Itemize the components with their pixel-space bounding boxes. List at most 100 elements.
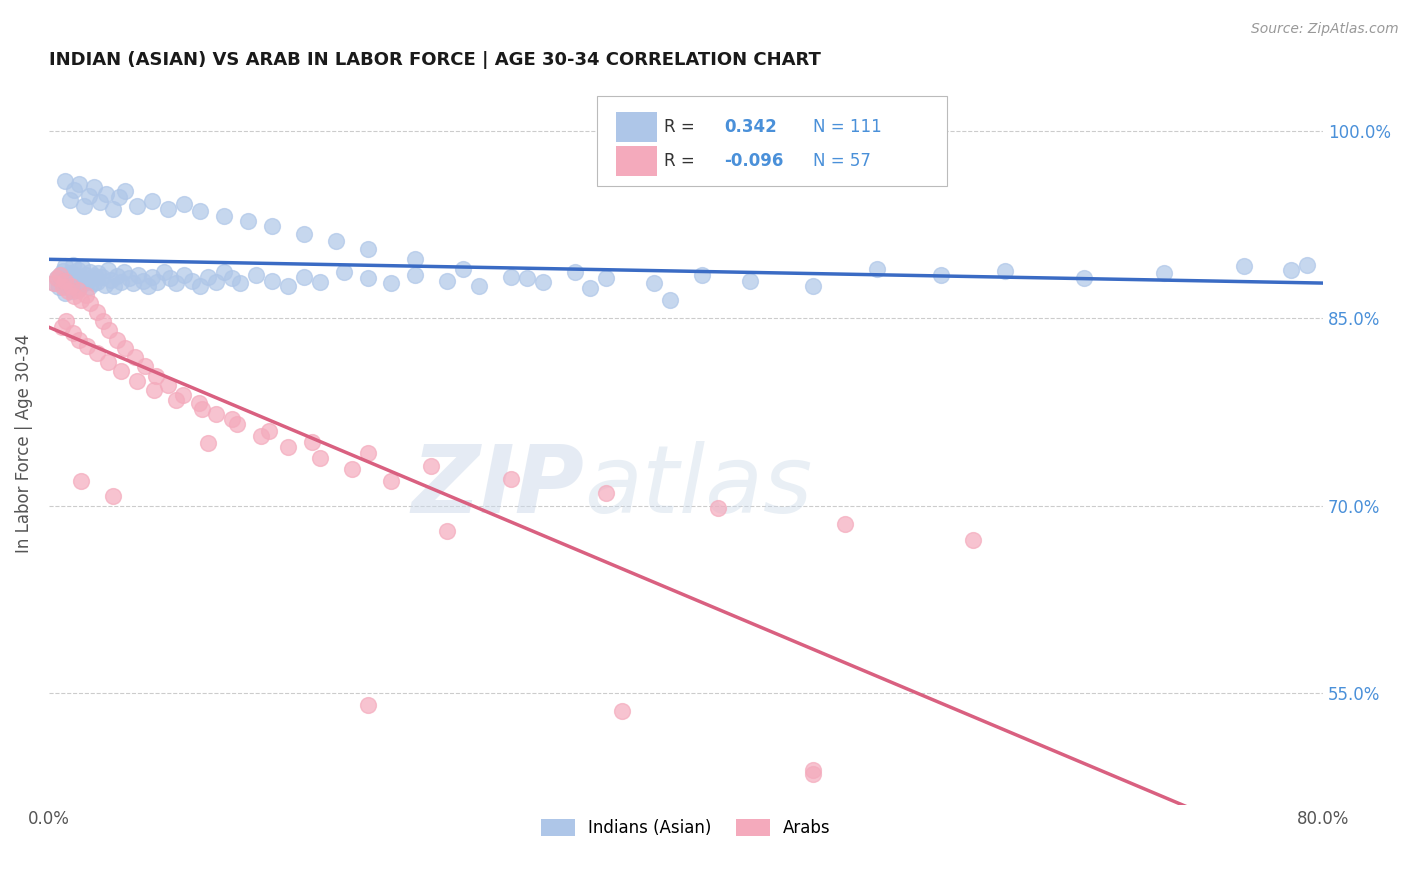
- Point: [42, 277, 65, 291]
- Text: Source: ZipAtlas.com: Source: ZipAtlas.com: [1251, 22, 1399, 37]
- Point: [60, 279, 83, 293]
- Point: [277, 440, 299, 454]
- Point: [212, 265, 235, 279]
- Text: N = 57: N = 57: [814, 152, 872, 170]
- Point: [356, 446, 378, 460]
- Point: [356, 242, 378, 256]
- Point: [301, 434, 323, 449]
- Point: [188, 204, 211, 219]
- Point: [98, 323, 121, 337]
- Text: -0.096: -0.096: [724, 152, 783, 170]
- Point: [77, 189, 100, 203]
- Point: [132, 274, 155, 288]
- Point: [1073, 271, 1095, 285]
- Point: [62, 284, 84, 298]
- Point: [308, 451, 330, 466]
- Point: [141, 194, 163, 208]
- Point: [173, 268, 195, 282]
- Point: [110, 275, 132, 289]
- Point: [141, 270, 163, 285]
- Point: [75, 268, 97, 282]
- Point: [112, 265, 135, 279]
- Point: [55, 314, 77, 328]
- Point: [595, 486, 617, 500]
- Point: [96, 186, 118, 201]
- Point: [143, 383, 166, 397]
- Point: [93, 277, 115, 292]
- Point: [187, 396, 209, 410]
- Point: [468, 279, 491, 293]
- Point: [308, 275, 330, 289]
- Point: [516, 271, 538, 285]
- Point: [127, 268, 149, 282]
- Point: [404, 252, 426, 266]
- Point: [803, 279, 825, 293]
- Text: R =: R =: [665, 152, 700, 170]
- Point: [67, 177, 90, 191]
- Point: [51, 274, 73, 288]
- Point: [84, 268, 107, 283]
- Point: [962, 533, 984, 548]
- Point: [159, 271, 181, 285]
- Point: [172, 387, 194, 401]
- Point: [221, 412, 243, 426]
- Point: [260, 274, 283, 288]
- Point: [707, 501, 730, 516]
- Point: [994, 264, 1017, 278]
- Point: [325, 234, 347, 248]
- Point: [292, 270, 315, 285]
- Point: [245, 268, 267, 282]
- Point: [110, 364, 132, 378]
- Point: [929, 268, 952, 282]
- Point: [380, 474, 402, 488]
- Point: [1232, 259, 1254, 273]
- Point: [643, 277, 665, 291]
- Point: [212, 209, 235, 223]
- Point: [76, 339, 98, 353]
- Point: [48, 280, 70, 294]
- Point: [114, 342, 136, 356]
- Point: [436, 274, 458, 288]
- Point: [67, 281, 90, 295]
- Point: [114, 184, 136, 198]
- Point: [188, 279, 211, 293]
- Point: [107, 268, 129, 283]
- Point: [157, 202, 180, 216]
- Point: [134, 359, 156, 373]
- Point: [63, 289, 86, 303]
- Point: [499, 472, 522, 486]
- Point: [124, 350, 146, 364]
- Point: [451, 261, 474, 276]
- FancyBboxPatch shape: [616, 145, 657, 176]
- Point: [173, 196, 195, 211]
- Point: [595, 271, 617, 285]
- Point: [197, 270, 219, 285]
- Point: [101, 202, 124, 216]
- Point: [52, 264, 75, 278]
- Point: [42, 277, 65, 291]
- Point: [56, 268, 79, 283]
- Point: [66, 262, 89, 277]
- Point: [191, 402, 214, 417]
- Point: [97, 355, 120, 369]
- Point: [97, 262, 120, 277]
- Point: [181, 274, 204, 288]
- Point: [117, 271, 139, 285]
- Point: [866, 261, 889, 276]
- Point: [165, 277, 187, 291]
- Point: [59, 275, 82, 289]
- Point: [659, 293, 682, 307]
- Point: [803, 763, 825, 777]
- Y-axis label: In Labor Force | Age 30-34: In Labor Force | Age 30-34: [15, 334, 32, 553]
- Point: [73, 199, 96, 213]
- Point: [69, 270, 91, 285]
- Point: [73, 277, 96, 291]
- Point: [101, 489, 124, 503]
- Point: [834, 517, 856, 532]
- Point: [257, 424, 280, 438]
- Point: [87, 267, 110, 281]
- Point: [45, 271, 67, 285]
- Point: [420, 458, 443, 473]
- Point: [63, 183, 86, 197]
- Point: [86, 275, 108, 289]
